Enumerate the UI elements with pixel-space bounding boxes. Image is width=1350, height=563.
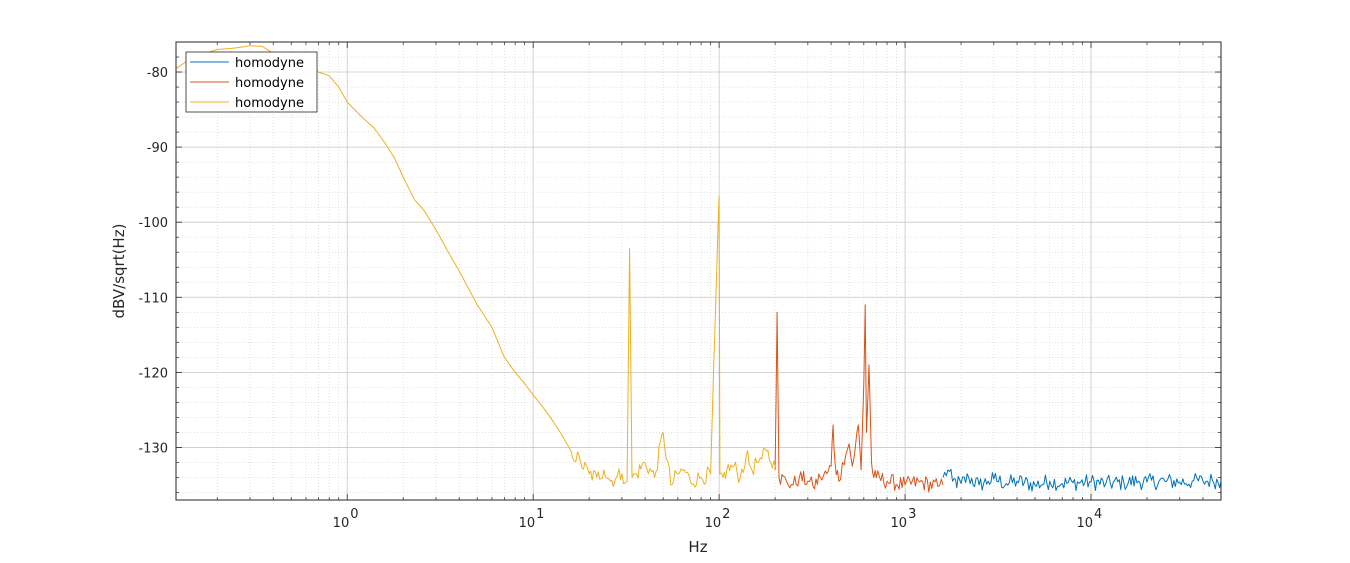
grid-lines: [176, 41, 1222, 500]
series-line-0: [942, 468, 1222, 492]
legend-label-2: homodyne: [235, 96, 304, 111]
plot-area-border: [175, 41, 1222, 501]
x-tick-exponent: 3: [908, 507, 916, 522]
x-tick-exponent: 1: [536, 507, 544, 522]
y-tick-label: -130: [138, 441, 168, 456]
series-line-1: [774, 304, 944, 493]
y-tick-label: -110: [138, 291, 168, 306]
y-tick-label: -100: [138, 216, 168, 231]
legend-entries: homodyne homodyne homodyne: [190, 56, 304, 111]
y-tick-label: -90: [147, 141, 168, 156]
x-tick-label: 100: [333, 507, 359, 531]
x-tick-base: 10: [891, 516, 908, 531]
x-tick-label: 103: [891, 507, 917, 531]
y-axis-label: dBV/sqrt(Hz): [110, 224, 128, 319]
x-tick-base: 10: [705, 516, 722, 531]
legend[interactable]: homodyne homodyne homodyne: [185, 51, 318, 113]
x-tick-exponent: 4: [1094, 507, 1102, 522]
legend-label-0: homodyne: [235, 56, 304, 71]
axis-ticks: [176, 41, 1222, 500]
legend-label-1: homodyne: [235, 76, 304, 91]
x-tick-base: 10: [1076, 516, 1093, 531]
x-tick-label: 102: [705, 507, 731, 531]
x-tick-label: 104: [1076, 507, 1102, 531]
x-axis-label: Hz: [688, 538, 707, 556]
x-tick-label: 101: [519, 507, 545, 531]
y-tick-label: -80: [147, 66, 168, 81]
x-tick-exponent: 2: [722, 507, 730, 522]
x-tick-base: 10: [519, 516, 536, 531]
x-tick-base: 10: [333, 516, 350, 531]
y-tick-labels: -80 -90 -100 -110 -120 -130: [138, 66, 168, 456]
x-tick-exponent: 0: [350, 507, 358, 522]
plot-area-background: [176, 42, 1221, 500]
y-tick-label: -120: [138, 366, 168, 381]
